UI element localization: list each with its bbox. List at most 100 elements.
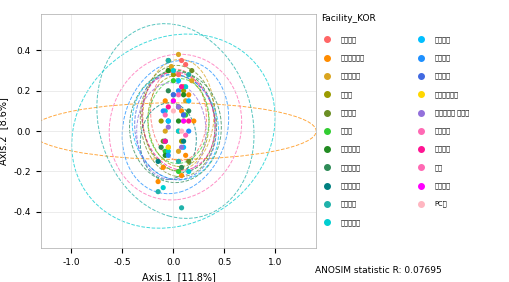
Point <box>164 119 172 123</box>
Point <box>159 139 167 144</box>
Point <box>169 92 177 97</box>
Point <box>161 153 169 158</box>
Text: 약물관: 약물관 <box>340 127 352 134</box>
Point <box>164 153 172 158</box>
Text: 체육시설: 체육시설 <box>434 146 449 153</box>
Text: 실내주차장: 실내주차장 <box>340 182 359 189</box>
Point <box>164 119 172 123</box>
Point <box>174 52 182 57</box>
Point <box>169 92 177 97</box>
Text: 철도역사: 철도역사 <box>434 127 449 134</box>
Point <box>169 72 177 77</box>
Point <box>161 99 169 103</box>
Point <box>187 68 195 73</box>
Point <box>154 179 162 184</box>
Point <box>187 78 195 83</box>
Text: 실내공연장: 실내공연장 <box>340 164 359 171</box>
Point <box>161 139 169 144</box>
Point <box>184 159 192 164</box>
Point <box>174 149 182 154</box>
Point <box>174 92 182 97</box>
Point <box>164 68 172 73</box>
Point <box>174 72 182 77</box>
Point <box>174 119 182 123</box>
Point <box>184 99 192 103</box>
Point <box>164 89 172 93</box>
Text: 목욕장업: 목욕장업 <box>340 109 355 116</box>
Point <box>179 113 187 117</box>
Point <box>174 78 182 83</box>
Text: 영화상영관: 영화상영관 <box>340 219 359 226</box>
Point <box>177 206 185 210</box>
Point <box>174 129 182 133</box>
Point <box>159 165 167 170</box>
Text: Facility_KOR: Facility_KOR <box>321 14 375 23</box>
Point <box>159 185 167 190</box>
Point <box>164 125 172 129</box>
Point <box>181 133 189 137</box>
Point <box>154 159 162 164</box>
Point <box>177 85 185 89</box>
Point <box>184 109 192 113</box>
Text: 집연시설: 집연시설 <box>434 182 449 189</box>
Point <box>154 190 162 194</box>
Point <box>179 119 187 123</box>
Point <box>184 169 192 174</box>
Point <box>174 169 182 174</box>
Y-axis label: Axis.2  [8.6%]: Axis.2 [8.6%] <box>0 97 8 165</box>
Point <box>157 145 165 149</box>
Point <box>161 129 169 133</box>
Point <box>174 129 182 133</box>
Point <box>177 139 185 144</box>
Point <box>181 99 189 103</box>
Point <box>157 119 165 123</box>
Point <box>164 68 172 73</box>
Point <box>169 99 177 103</box>
Point <box>184 72 192 77</box>
Point <box>184 92 192 97</box>
Text: 전시시설: 전시시설 <box>434 73 449 79</box>
Point <box>169 78 177 83</box>
Point <box>161 113 169 117</box>
Point <box>164 58 172 63</box>
Point <box>179 139 187 144</box>
Point <box>181 85 189 89</box>
Point <box>179 85 187 89</box>
Text: 노인요양시설: 노인요양시설 <box>340 54 363 61</box>
X-axis label: Axis.1  [11.8%]: Axis.1 [11.8%] <box>142 272 215 282</box>
Text: PC방: PC방 <box>434 201 446 207</box>
Point <box>177 129 185 133</box>
Text: 공항시설: 공항시설 <box>340 36 355 43</box>
Point <box>169 99 177 103</box>
Point <box>167 64 175 69</box>
Point <box>174 105 182 109</box>
Text: 도서관: 도서관 <box>340 91 352 98</box>
Point <box>177 58 185 63</box>
Point <box>164 145 172 149</box>
Point <box>179 92 187 97</box>
Text: 어린이집: 어린이집 <box>340 201 355 207</box>
Text: ANOSIM statistic R: 0.07695: ANOSIM statistic R: 0.07695 <box>314 266 440 275</box>
Text: 산후조리원: 산후조리원 <box>340 146 359 153</box>
Point <box>177 145 185 149</box>
Point <box>164 58 172 63</box>
Point <box>177 173 185 178</box>
Text: 직장: 직장 <box>434 164 442 171</box>
Text: 전통시장: 전통시장 <box>434 54 449 61</box>
Point <box>164 149 172 154</box>
Point <box>161 139 169 144</box>
Point <box>174 89 182 93</box>
Point <box>169 109 177 113</box>
Point <box>184 119 192 123</box>
Point <box>179 89 187 93</box>
Point <box>174 105 182 109</box>
Point <box>179 113 187 117</box>
Point <box>184 129 192 133</box>
Point <box>161 139 169 144</box>
Text: 지하철승강장: 지하철승강장 <box>434 91 458 98</box>
Point <box>164 145 172 149</box>
Text: 의료시설: 의료시설 <box>434 36 449 43</box>
Point <box>161 109 169 113</box>
Point <box>174 159 182 164</box>
Point <box>181 153 189 158</box>
